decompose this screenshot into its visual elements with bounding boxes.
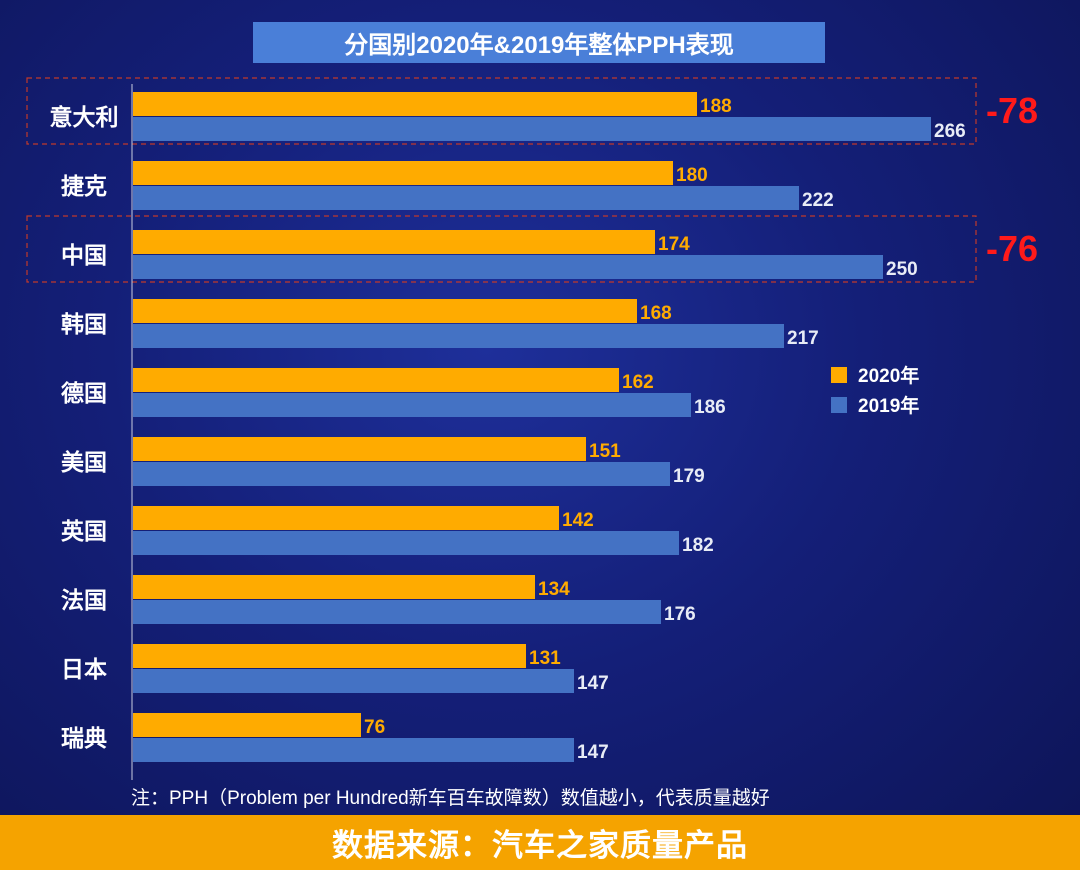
category-label: 意大利 <box>50 104 119 130</box>
bar-series-b <box>133 324 784 348</box>
highlight-box <box>26 215 977 283</box>
bar-series-a <box>133 713 361 737</box>
bar-series-a <box>133 92 697 116</box>
data-label: 142 <box>562 510 594 531</box>
bar-series-a <box>133 506 559 530</box>
bar-series-a <box>133 644 526 668</box>
data-label: 168 <box>640 303 672 324</box>
data-label: 131 <box>529 648 561 669</box>
legend: 2020年 2019年 <box>831 364 919 417</box>
data-label: 76 <box>364 717 385 738</box>
chart-title: 分国别2020年&2019年整体PPH表现 <box>253 22 825 63</box>
data-label: 180 <box>676 165 708 186</box>
bar-series-b <box>133 600 661 624</box>
data-label: 266 <box>934 121 966 142</box>
highlight-layer: -78 -76 <box>26 77 1038 283</box>
legend-swatch <box>831 367 847 383</box>
category-label: 德国 <box>61 380 107 406</box>
category-label: 捷克 <box>61 173 107 199</box>
legend-label: 2019年 <box>858 394 919 417</box>
data-label: 162 <box>622 372 654 393</box>
data-label: 222 <box>802 190 834 211</box>
source-banner: 数据来源：汽车之家质量产品 <box>0 815 1080 870</box>
bar-series-b <box>133 531 679 555</box>
category-label: 韩国 <box>61 311 107 337</box>
data-label: 179 <box>673 466 705 487</box>
bar-series-a <box>133 437 586 461</box>
data-label: 134 <box>538 579 570 600</box>
bar-series-b <box>133 186 799 210</box>
data-label: 217 <box>787 328 819 349</box>
data-label: 186 <box>694 397 726 418</box>
data-label: 151 <box>589 441 621 462</box>
data-label: 174 <box>658 234 690 255</box>
delta-annotation: -76 <box>986 228 1038 269</box>
category-label: 英国 <box>61 518 107 544</box>
category-label: 瑞典 <box>61 725 107 751</box>
data-label: 147 <box>577 673 609 694</box>
data-label: 147 <box>577 742 609 763</box>
data-label: 182 <box>682 535 714 556</box>
bar-series-a <box>133 368 619 392</box>
delta-annotation: -78 <box>986 90 1038 131</box>
bar-series-b <box>133 255 883 279</box>
data-label: 188 <box>700 96 732 117</box>
bar-series-b <box>133 117 931 141</box>
data-label: 250 <box>886 259 918 280</box>
category-label: 法国 <box>61 587 107 613</box>
bar-series-b <box>133 393 691 417</box>
footnote: 注：PPH（Problem per Hundred新车百车故障数）数值越小，代表… <box>131 788 770 809</box>
bar-series-a <box>133 575 535 599</box>
data-label: 176 <box>664 604 696 625</box>
bar-series-b <box>133 738 574 762</box>
bar-series-a <box>133 230 655 254</box>
bar-series-a <box>133 299 637 323</box>
bar-chart: -78 -76 意大利 188 266 捷克 180 222 中国 174 250 韩国 168 217… <box>26 77 1038 780</box>
bar-series-b <box>133 669 574 693</box>
category-label: 美国 <box>61 449 107 475</box>
category-label: 日本 <box>61 656 107 682</box>
category-label: 中国 <box>61 242 107 268</box>
bar-series-a <box>133 161 673 185</box>
legend-label: 2020年 <box>858 364 919 387</box>
legend-swatch <box>831 397 847 413</box>
bar-series-b <box>133 462 670 486</box>
highlight-box <box>26 77 977 145</box>
bars-layer: 意大利 188 266 捷克 180 222 中国 174 250 韩国 168 217 德国 162 18… <box>50 92 966 763</box>
